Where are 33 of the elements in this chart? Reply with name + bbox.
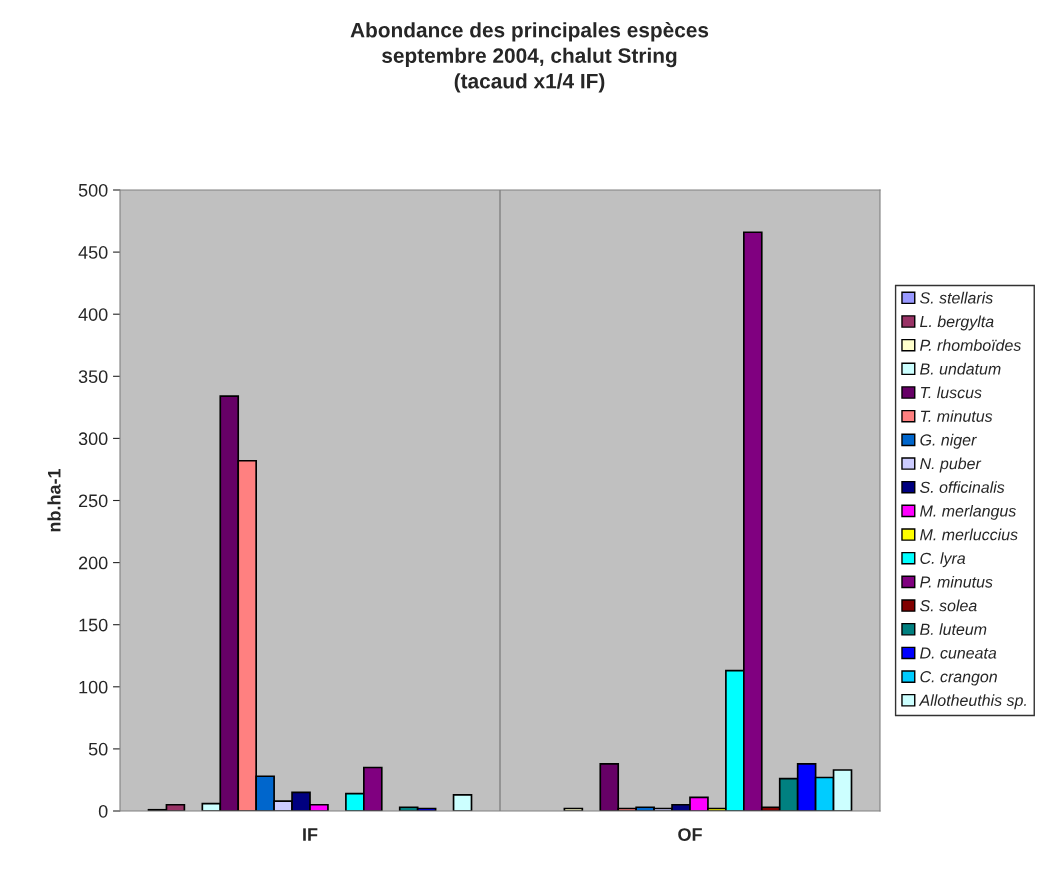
legend-label: S. solea <box>920 599 977 612</box>
y-tick-label: 450 <box>78 246 108 259</box>
y-tick-label: 300 <box>78 432 108 446</box>
y-tick-label: 50 <box>88 742 108 756</box>
legend-label: P. rhomboïdes <box>920 339 1022 351</box>
x-tick-label: IF <box>303 828 318 841</box>
legend-label: P. minutus <box>920 575 993 588</box>
legend-label: T. luscus <box>920 386 982 399</box>
legend-label: L. bergylta <box>920 315 994 331</box>
x-tick-label: OF <box>678 828 702 841</box>
y-tick-label: 250 <box>78 494 108 508</box>
legend-label: G. niger <box>920 433 977 449</box>
chart-title: Abondance des principales espèces septembre 2004, chalut String (tacaud x1/4 IF) <box>350 22 709 93</box>
y-tick-label: 150 <box>79 618 108 632</box>
legend-label: M. merluccius <box>920 528 1018 541</box>
y-tick-label: 100 <box>79 680 108 694</box>
legend-label: T. minutus <box>920 410 993 422</box>
legend-label: S. stellaris <box>920 291 993 304</box>
y-axis-title: nb.ha-1 <box>47 468 61 532</box>
y-tick-label: 0 <box>98 804 108 818</box>
legend-label: C. crangon <box>920 671 997 686</box>
y-tick-label: 400 <box>78 308 108 321</box>
legend-label: S. officinalis <box>920 481 1005 493</box>
y-tick-label: 500 <box>78 183 108 197</box>
legend-label: M. merlangus <box>920 504 1016 520</box>
legend-label: B. luteum <box>920 623 987 635</box>
legend-label: C. lyra <box>920 552 966 568</box>
y-tick-label: 200 <box>78 556 108 570</box>
legend-label: D. cuneata <box>920 647 997 659</box>
legend-label: Allotheuthis sp. <box>918 694 1026 710</box>
legend-label: N. puber <box>920 457 982 473</box>
y-tick-label: 350 <box>78 370 108 384</box>
legend-label: B. undatum <box>920 362 1001 375</box>
